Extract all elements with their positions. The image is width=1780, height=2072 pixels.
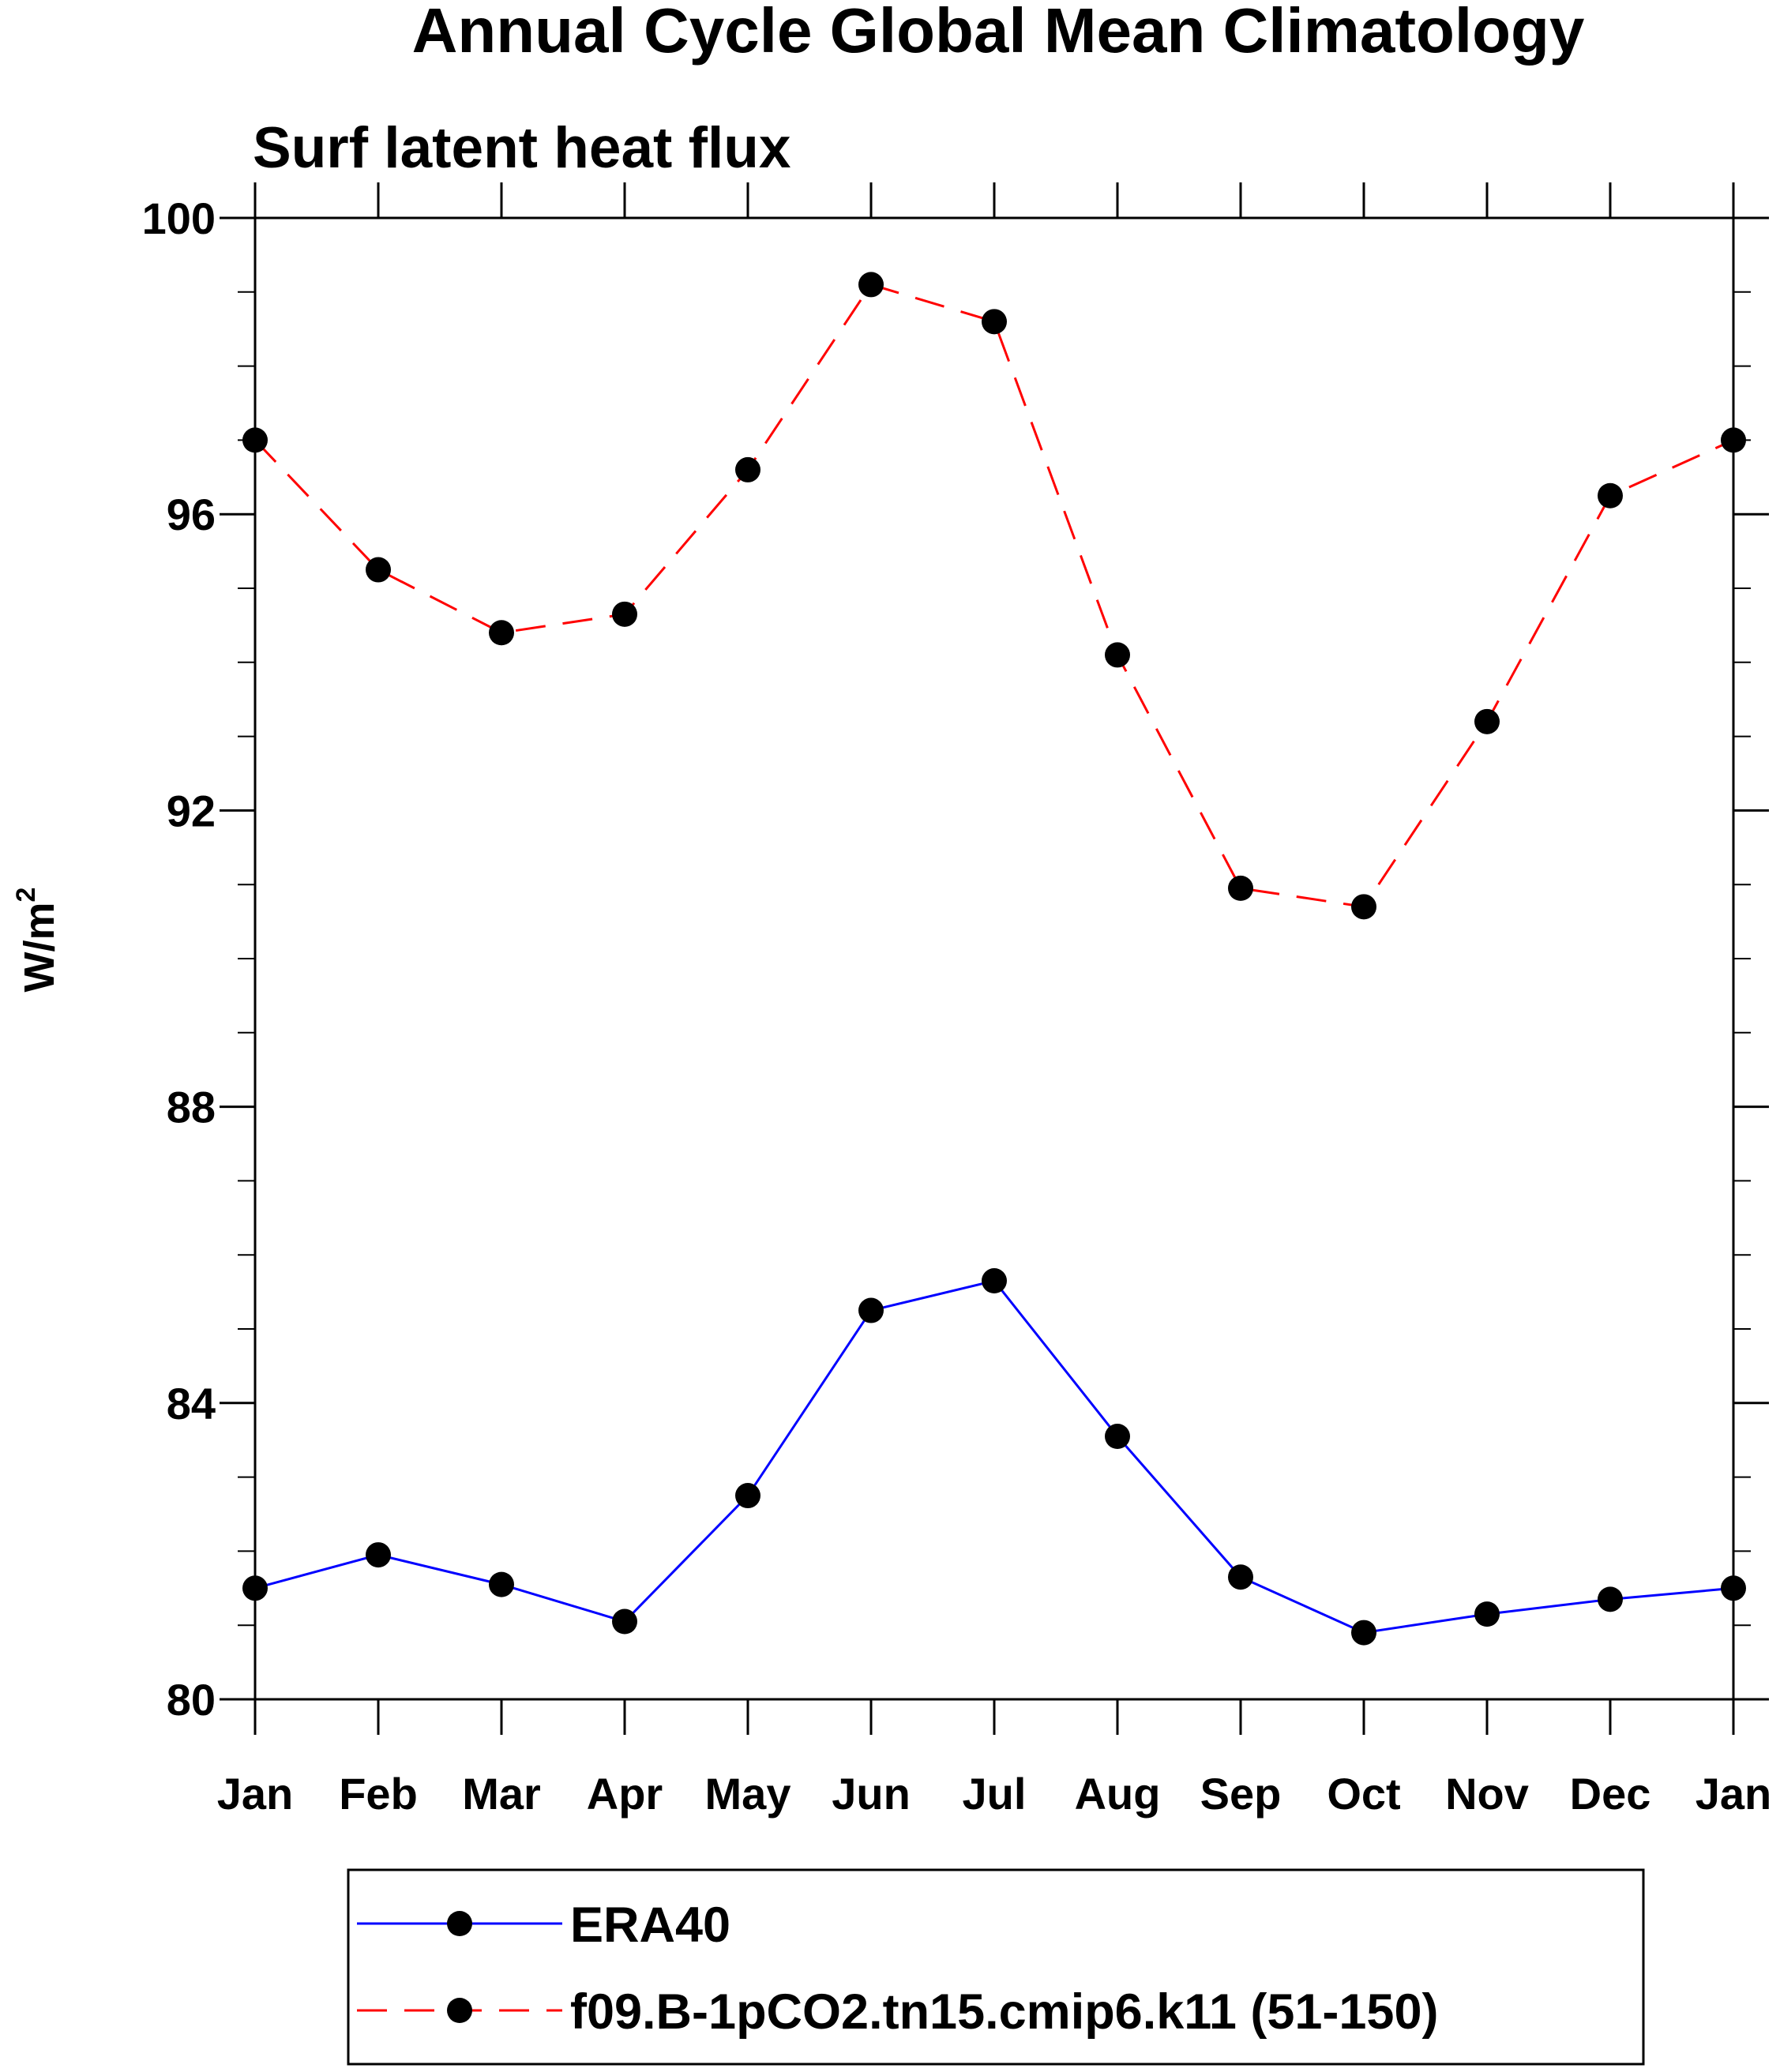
x-tick-label-apr-3: Apr (587, 1769, 663, 1819)
x-tick-label-may-4: May (705, 1769, 791, 1819)
data-point-series-0-7 (1105, 1424, 1130, 1450)
chart-title: Annual Cycle Global Mean Climatology (412, 0, 1585, 66)
y-tick-label-80: 80 (167, 1675, 216, 1725)
data-point-series-0-10 (1474, 1601, 1500, 1627)
data-point-series-0-3 (612, 1608, 637, 1635)
chart-subtitle: Surf latent heat flux (253, 116, 791, 180)
data-point-series-1-11 (1598, 482, 1623, 509)
data-point-series-1-5 (858, 272, 884, 298)
data-point-series-1-4 (735, 456, 760, 482)
data-point-series-0-5 (858, 1297, 884, 1323)
x-tick-label-aug-7: Aug (1075, 1769, 1161, 1819)
x-tick-label-jul-6: Jul (963, 1769, 1027, 1819)
legend-item-model: f09.B-1pCO2.tn15.cmip6.k11 (51-150) (357, 1984, 1439, 2040)
data-point-series-0-4 (735, 1483, 760, 1509)
y-tick-label-88: 88 (167, 1083, 216, 1132)
data-point-series-1-0 (242, 427, 268, 453)
y-tick-label-84: 84 (167, 1379, 216, 1428)
data-point-series-1-6 (982, 309, 1007, 335)
data-point-series-1-8 (1228, 875, 1253, 901)
y-axis-label-text: W/m (16, 902, 63, 992)
data-point-series-0-0 (242, 1575, 268, 1601)
legend-item-era40: ERA40 (357, 1897, 730, 1953)
x-tick-label-jan-0: Jan (217, 1769, 294, 1819)
data-point-series-1-1 (366, 557, 391, 583)
legend-box (347, 1868, 1645, 2066)
x-tick-label-mar-2: Mar (462, 1769, 541, 1819)
legend-label-model: f09.B-1pCO2.tn15.cmip6.k11 (51-150) (570, 1984, 1439, 2040)
x-tick-label-oct-9: Oct (1327, 1769, 1400, 1819)
data-point-series-0-11 (1598, 1586, 1623, 1612)
series-line-1 (253, 283, 1734, 908)
x-tick-label-jan-12: Jan (1696, 1769, 1772, 1819)
legend-label-era40: ERA40 (570, 1897, 730, 1953)
y-axis-label: W/m2 (11, 888, 63, 993)
x-tick-label-jun-5: Jun (832, 1769, 911, 1819)
data-point-series-0-12 (1721, 1575, 1746, 1601)
data-point-series-1-12 (1721, 427, 1746, 453)
plot-area: 80 84 88 92 96 100 Jan Feb Mar Apr May Jun Jul Aug Sep… (142, 182, 1772, 1819)
x-tick-label-dec-11: Dec (1570, 1769, 1651, 1819)
x-tick-label-feb-1: Feb (339, 1769, 418, 1819)
plot-frame (253, 216, 1735, 1701)
y-axis-label-superscript: 2 (11, 888, 41, 903)
y-tick-label-100: 100 (142, 193, 216, 243)
data-point-series-1-3 (612, 601, 637, 627)
legend-marker-era40 (447, 1911, 472, 1936)
svg-text:W/m2: W/m2 (11, 888, 63, 993)
data-point-series-1-9 (1351, 894, 1376, 920)
data-point-series-0-6 (982, 1268, 1007, 1294)
data-point-series-0-1 (366, 1542, 391, 1568)
data-point-series-1-10 (1474, 708, 1500, 734)
data-point-series-0-2 (489, 1571, 514, 1597)
data-point-series-1-7 (1105, 642, 1130, 668)
y-tick-label-92: 92 (167, 786, 216, 835)
data-point-series-0-8 (1228, 1564, 1253, 1590)
x-tick-label-nov-10: Nov (1445, 1769, 1529, 1819)
x-tick-label-sep-8: Sep (1200, 1769, 1282, 1819)
series-line-0 (254, 1279, 1734, 1635)
data-point-series-0-9 (1351, 1620, 1376, 1646)
legend-marker-model (447, 1998, 472, 2023)
data-point-series-1-2 (489, 620, 514, 646)
y-tick-label-96: 96 (167, 490, 216, 539)
